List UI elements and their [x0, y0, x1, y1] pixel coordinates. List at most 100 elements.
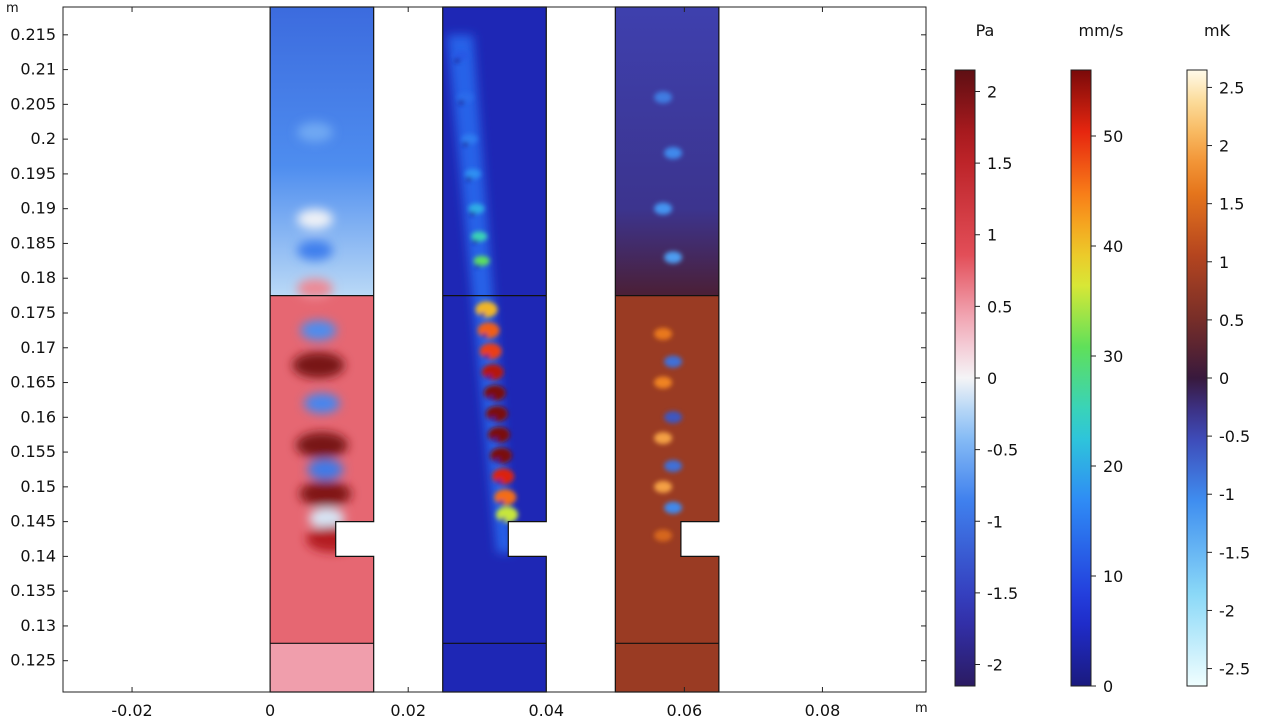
velocity-vortex-core — [492, 437, 499, 442]
x-tick-label: 0.02 — [390, 701, 426, 720]
velocity-colorbar-tick-label: 50 — [1103, 127, 1123, 146]
pressure-lobe — [296, 122, 333, 143]
temperature-colorbar-bar — [1186, 69, 1208, 687]
y-tick-label: 0.145 — [10, 512, 56, 531]
temperature-colorbar-tick-label: 0.5 — [1219, 311, 1244, 330]
pressure-colorbar-tick-label: 1 — [987, 226, 997, 245]
y-tick-label: 0.125 — [10, 651, 56, 670]
temperature-panel — [615, 7, 719, 692]
temperature-spot — [664, 355, 683, 368]
pressure-panel — [270, 7, 374, 692]
velocity-vortex — [481, 364, 504, 381]
temperature-colorbar-tick-label: 1.5 — [1219, 195, 1244, 214]
pressure-colorbar-tick-label: -1.5 — [987, 584, 1018, 603]
velocity-vortex — [483, 384, 506, 401]
temperature-spot — [664, 411, 683, 424]
velocity-vortex-core — [462, 142, 469, 147]
plot-area — [63, 6, 926, 693]
temperature-colorbar-tick-label: -1.5 — [1219, 543, 1250, 562]
pressure-lobe — [307, 459, 344, 480]
y-tick-label: 0.215 — [10, 25, 56, 44]
pressure-lobe — [296, 240, 333, 261]
temperature-spot — [654, 432, 673, 445]
pressure-lobe — [300, 320, 337, 341]
y-tick-label: 0.135 — [10, 581, 56, 600]
velocity-colorbar-tick-label: 0 — [1103, 677, 1113, 696]
velocity-vortex — [479, 343, 502, 360]
velocity-vortex — [475, 301, 498, 318]
velocity-stripe — [447, 34, 513, 553]
temperature-spots — [654, 91, 683, 542]
y-axis-unit: m — [6, 1, 19, 16]
y-tick-label: 0.13 — [20, 616, 56, 635]
temperature-spot — [664, 459, 683, 472]
velocity-colorbar-tick-label: 10 — [1103, 567, 1123, 586]
y-tick-label: 0.175 — [10, 303, 56, 322]
velocity-vortex-core — [494, 458, 501, 463]
velocity-vortex-core — [474, 263, 481, 268]
velocity-vortex-core — [500, 517, 507, 522]
temperature-lower-region — [615, 295, 719, 692]
pressure-colorbar-tick-label: 0 — [987, 369, 997, 388]
velocity-panel — [442, 7, 547, 692]
velocity-vortex — [453, 50, 470, 61]
axes: 0.125 0.13 0.135 0.14 0.145 0.15 0.155 0.16 0.16… — [6, 1, 928, 720]
y-tick-label: 0.17 — [20, 338, 56, 357]
velocity-colorbar-tick-label: 30 — [1103, 347, 1123, 366]
temperature-spot — [654, 480, 673, 493]
velocity-colorbar: mm/s 50 40 30 20 10 0 — [1070, 21, 1124, 696]
y-tick-label: 0.165 — [10, 373, 56, 392]
temperature-colorbar-tick-label: 2 — [1219, 137, 1229, 156]
temperature-spot — [654, 327, 673, 340]
temperature-spot — [654, 91, 673, 104]
y-tick-label: 0.185 — [10, 233, 56, 252]
x-tick-label: 0 — [265, 701, 275, 720]
temperature-spot — [664, 501, 683, 514]
y-tick-label: 0.16 — [20, 407, 56, 426]
velocity-vortex — [468, 203, 485, 214]
y-tick-label: 0.21 — [20, 60, 56, 79]
pressure-colorbar-unit: Pa — [976, 21, 995, 40]
velocity-vortex — [473, 255, 490, 266]
temperature-spot — [654, 529, 673, 542]
temperature-colorbar-tick-label: -2 — [1219, 601, 1235, 620]
temperature-colorbar-tick-label: -0.5 — [1219, 427, 1250, 446]
pressure-colorbar-tick-label: -0.5 — [987, 441, 1018, 460]
colorbars: Pa21.510.50-0.5-1-1.5-2mm/s50403020100mK… — [954, 21, 1250, 696]
pressure-colorbar-tick-label: 0.5 — [987, 297, 1012, 316]
pressure-colorbar: Pa 2 1.5 1 0.5 0 -0.5 -1 -1.5 -2 — [954, 21, 1018, 687]
velocity-vortex-core — [469, 211, 476, 216]
pressure-lobe — [296, 278, 333, 299]
velocity-stripe-band — [447, 34, 513, 553]
y-tick-label: 0.18 — [20, 268, 56, 287]
temperature-colorbar-tick-label: 2.5 — [1219, 78, 1244, 97]
pressure-colorbar-tick-label: -2 — [987, 656, 1003, 675]
x-tick-label: 0.04 — [528, 701, 564, 720]
temperature-spot — [664, 147, 683, 160]
temperature-colorbar-tick-label: -2.5 — [1219, 660, 1250, 679]
velocity-colorbar-unit: mm/s — [1079, 21, 1124, 40]
velocity-vortex — [488, 426, 511, 443]
y-tick-label: 0.14 — [20, 546, 56, 565]
velocity-vortex-core — [487, 395, 494, 400]
x-tick-label: -0.02 — [111, 701, 152, 720]
velocity-vortex — [485, 405, 508, 422]
velocity-vortex — [471, 231, 488, 242]
temperature-colorbar-unit: mK — [1204, 21, 1231, 40]
velocity-vortex-core — [458, 100, 465, 105]
velocity-vortex-core — [496, 479, 503, 484]
velocity-vortex — [496, 506, 519, 523]
temperature-colorbar-tick-label: 0 — [1219, 369, 1229, 388]
velocity-vortex — [494, 489, 517, 506]
y-tick-label: 0.155 — [10, 442, 56, 461]
y-tick-label: 0.19 — [20, 199, 56, 218]
temperature-spot — [654, 376, 673, 389]
velocity-vortex-core — [498, 500, 505, 505]
pressure-lobe — [299, 480, 352, 507]
velocity-vortex-core — [465, 176, 472, 181]
temperature-spot — [664, 251, 683, 264]
velocity-vortex-core — [472, 239, 479, 244]
velocity-colorbar-tick-label: 40 — [1103, 237, 1123, 256]
y-tick-label: 0.195 — [10, 164, 56, 183]
